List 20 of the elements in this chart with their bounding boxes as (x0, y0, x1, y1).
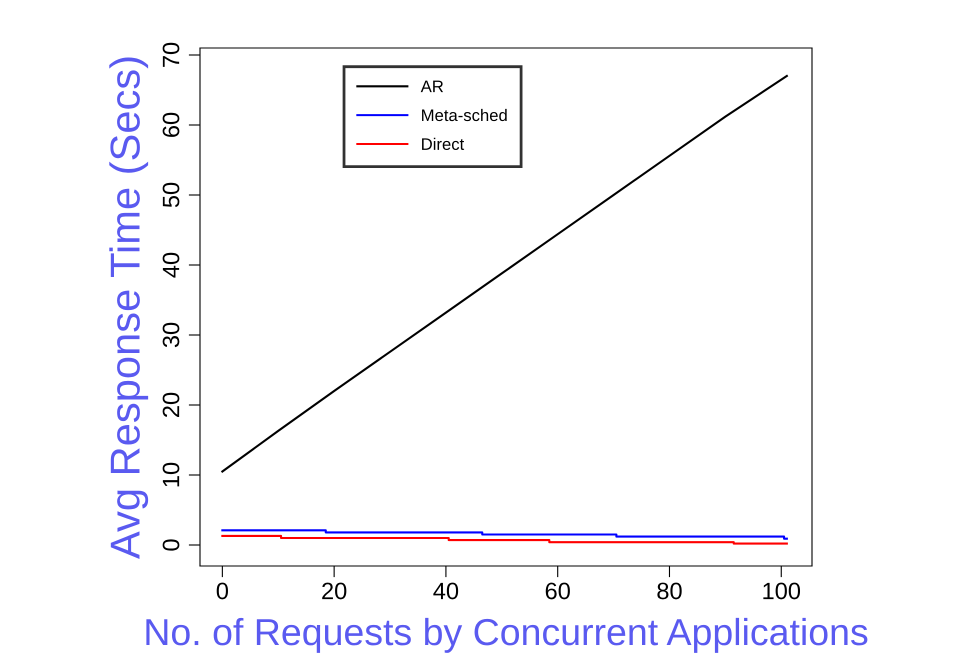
legend-label: Direct (422, 138, 464, 150)
y-tick-label: 30 (162, 322, 180, 348)
x-tick-label: 0 (216, 582, 228, 600)
y-tick-label: 10 (162, 462, 180, 486)
x-tick-label: 40 (433, 582, 458, 600)
y-tick-label: 20 (162, 392, 180, 417)
y-tick-label: 0 (162, 539, 180, 551)
y-tick-label: 40 (162, 252, 180, 278)
x-tick-label: 100 (763, 582, 800, 600)
x-tick-label: 80 (657, 582, 682, 600)
x-tick-label: 20 (322, 582, 346, 600)
legend-label: AR (420, 80, 444, 92)
y-axis-title: Avg Response Time (Secs) (109, 58, 148, 559)
y-tick-label: 50 (162, 182, 180, 208)
line-series (221, 74, 788, 473)
y-tick-label: 70 (162, 42, 180, 67)
x-axis-title: No. of Requests by Concurrent Applications (146, 618, 868, 653)
y-tick-label: 60 (162, 112, 180, 137)
legend-label: Meta-sched (422, 108, 507, 122)
x-tick-label: 60 (546, 582, 570, 600)
